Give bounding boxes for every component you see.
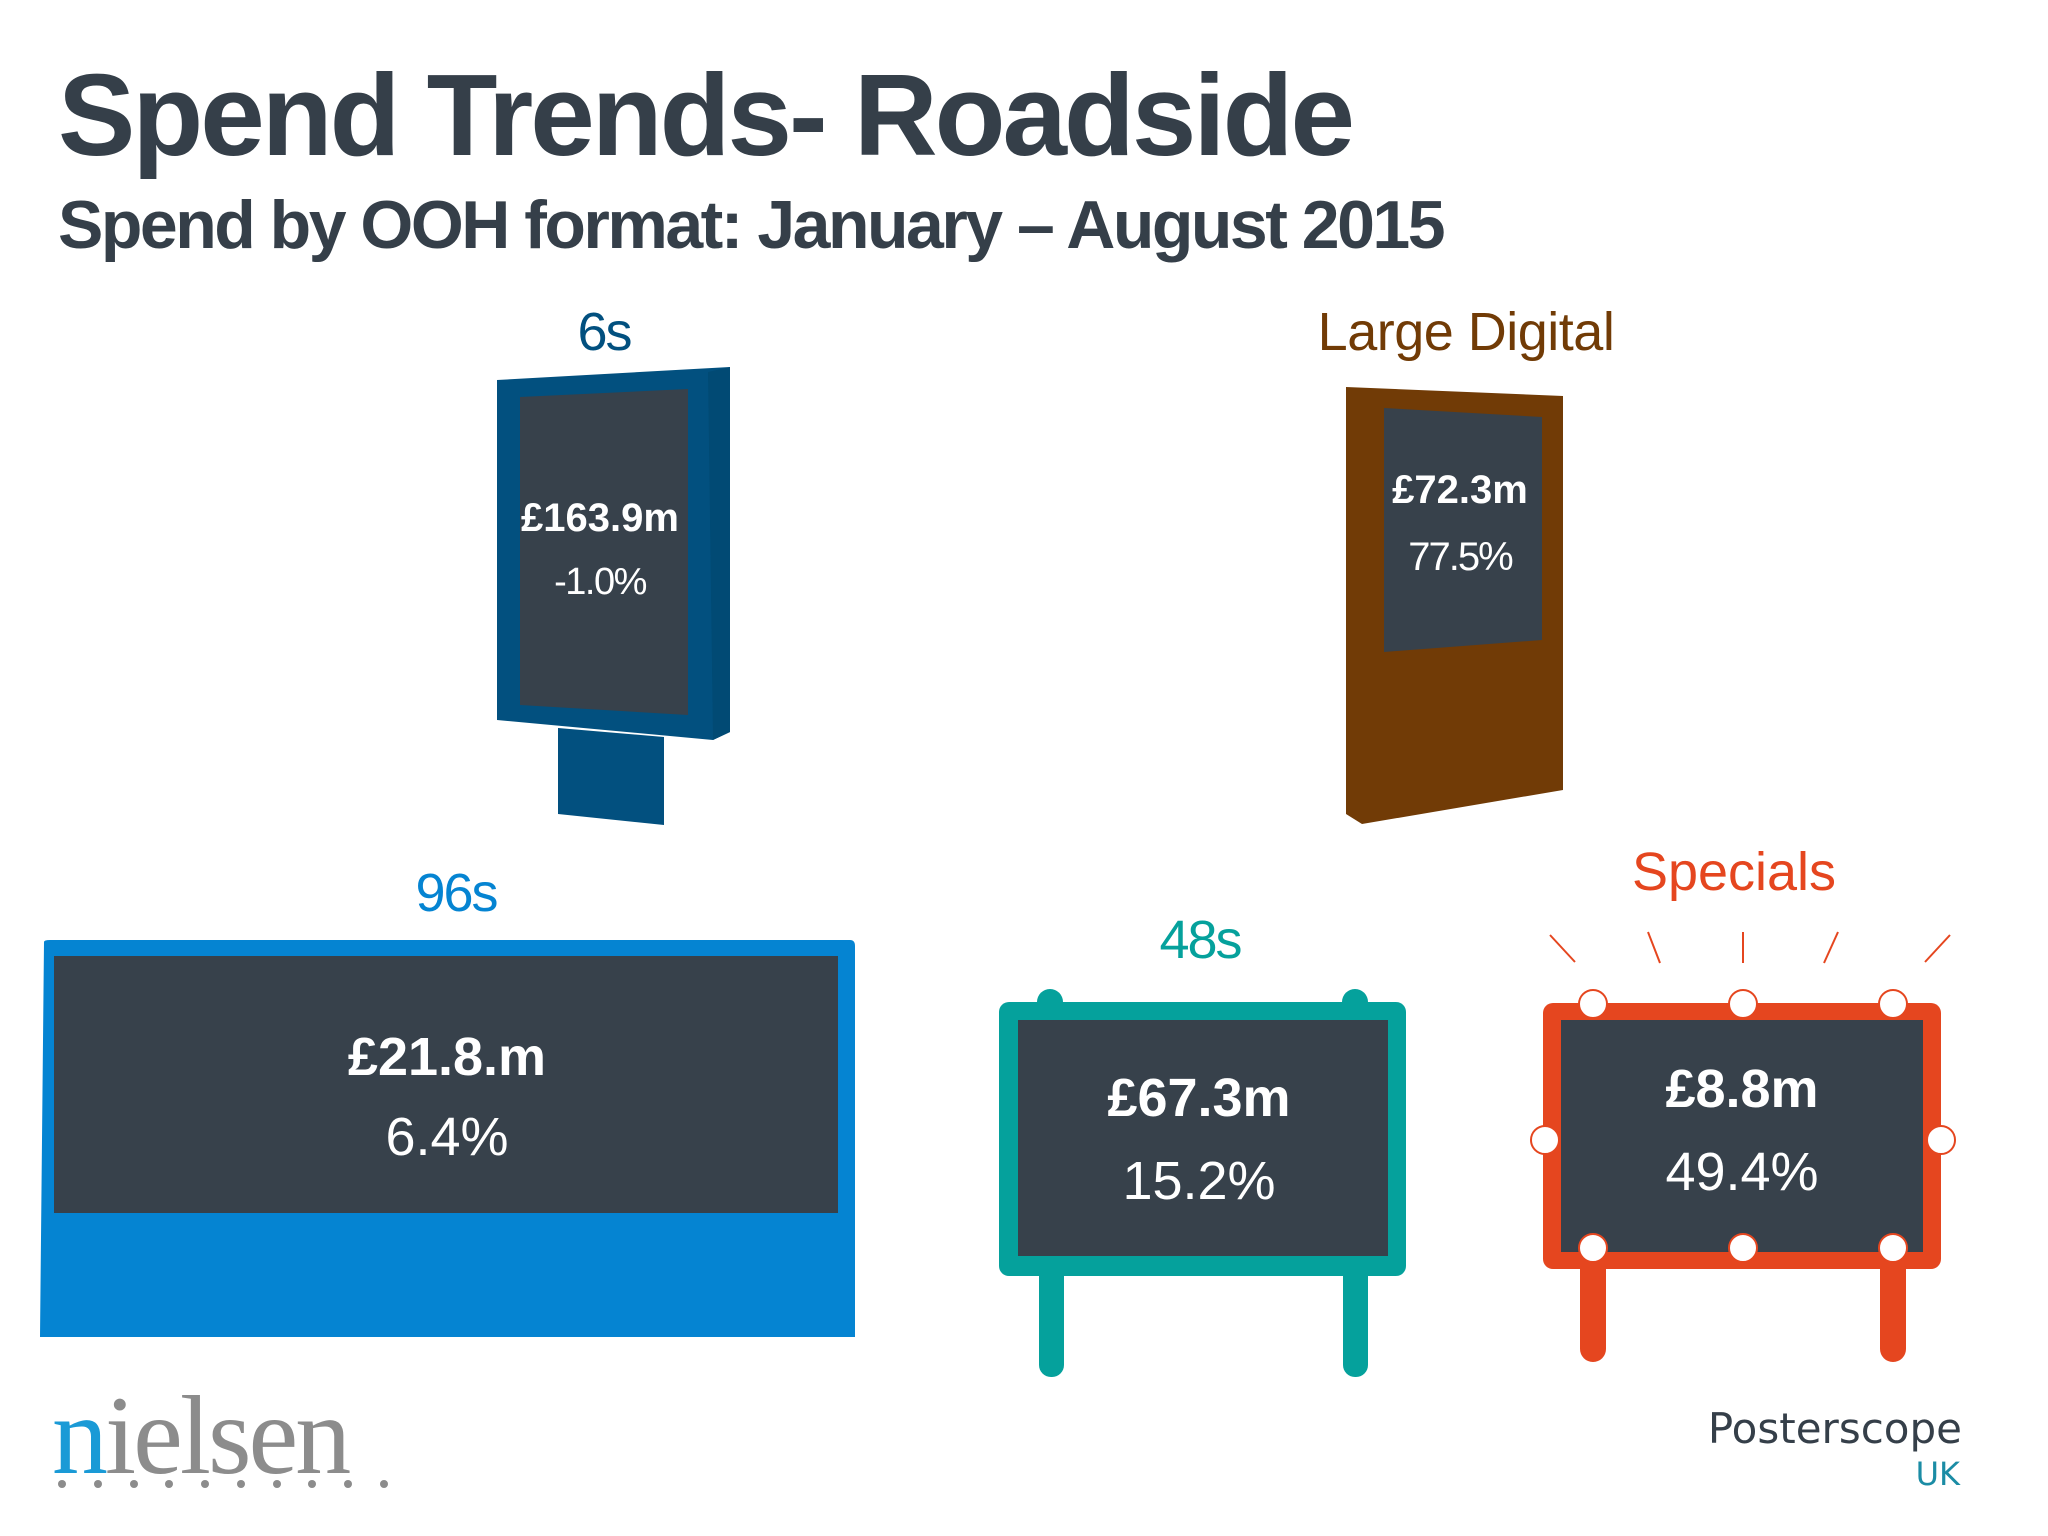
page-subtitle: Spend by OOH format: January – August 20… bbox=[58, 187, 1446, 263]
six-sheet-side bbox=[708, 367, 730, 740]
ninety-six-screen bbox=[54, 956, 838, 1213]
six-sheet-change: -1.0% bbox=[554, 561, 647, 603]
label-6s: 6s bbox=[577, 302, 632, 362]
label-96s: 96s bbox=[415, 863, 498, 923]
nielsen-logo-dots bbox=[58, 1480, 388, 1488]
forty-eight-sheet-graphic bbox=[999, 989, 1406, 1377]
forty-eight-leg-left bbox=[1039, 1257, 1064, 1377]
forty-eight-amount: £67.3m bbox=[1107, 1068, 1291, 1128]
large-digital-amount: £72.3m bbox=[1392, 468, 1528, 512]
specials-rays bbox=[1549, 931, 1951, 964]
specials-screen bbox=[1561, 1020, 1923, 1252]
specials-amount: £8.8m bbox=[1665, 1059, 1819, 1119]
specials-leg-left bbox=[1580, 1240, 1606, 1362]
specials-graphic bbox=[1530, 931, 1956, 1362]
page-title: Spend Trends- Roadside bbox=[58, 50, 1355, 180]
specials-lights bbox=[1530, 989, 1956, 1263]
specials-leg-right bbox=[1880, 1240, 1906, 1362]
six-sheet-post bbox=[558, 728, 664, 825]
posterscope-region: UK bbox=[1915, 1455, 1960, 1493]
nielsen-logo: nielsen bbox=[52, 1374, 351, 1498]
ninety-six-amount: £21.8.m bbox=[347, 1027, 547, 1087]
large-digital-change: 77.5% bbox=[1408, 535, 1513, 579]
six-sheet-amount: £163.9m bbox=[521, 496, 679, 540]
forty-eight-leg-right bbox=[1343, 1257, 1368, 1377]
six-sheet-graphic bbox=[497, 367, 730, 825]
specials-change: 49.4% bbox=[1665, 1142, 1819, 1202]
forty-eight-screen bbox=[1018, 1020, 1388, 1256]
large-digital-screen bbox=[1384, 408, 1542, 652]
label-48s: 48s bbox=[1159, 910, 1242, 970]
label-specials: Specials bbox=[1631, 842, 1837, 902]
label-large-digital: Large Digital bbox=[1317, 302, 1615, 362]
forty-eight-change: 15.2% bbox=[1122, 1151, 1276, 1211]
six-sheet-screen bbox=[520, 389, 688, 715]
ninety-six-change: 6.4% bbox=[385, 1107, 509, 1167]
ninety-six-sheet-graphic bbox=[40, 940, 855, 1337]
large-digital-graphic bbox=[1346, 387, 1563, 824]
posterscope-logo: Posterscope bbox=[1707, 1404, 1962, 1453]
